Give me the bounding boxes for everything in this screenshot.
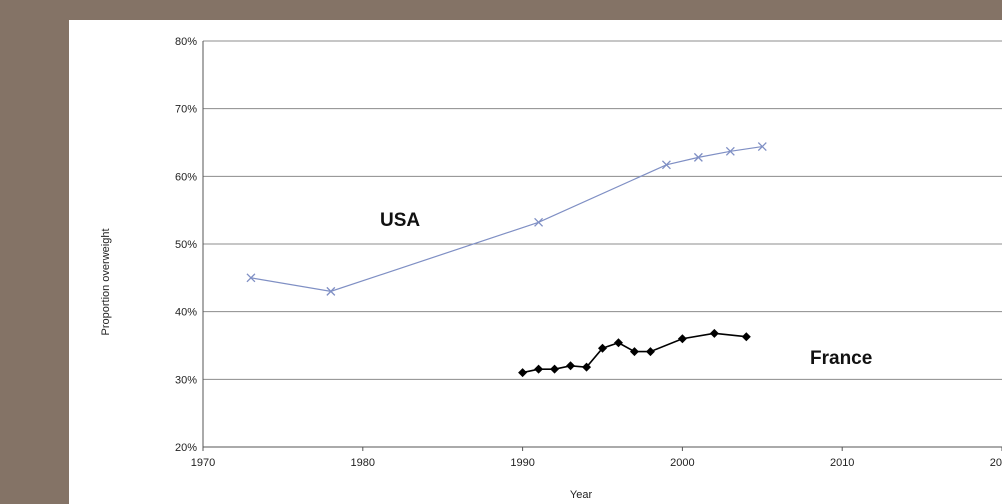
x-tick-label: 2010 xyxy=(830,457,854,469)
data-point-usa xyxy=(725,146,735,156)
data-point-france xyxy=(534,364,544,374)
data-point-usa xyxy=(661,160,671,170)
series-line-usa xyxy=(250,145,763,292)
data-point-usa xyxy=(757,142,767,152)
y-tick-label: 20% xyxy=(175,442,197,454)
data-point-usa xyxy=(326,286,336,296)
data-point-france xyxy=(582,362,592,372)
y-tick-label: 50% xyxy=(175,239,197,251)
tick-labels: 20% 30% 40% 50% 60% 70% 80% 1970 1980 1990 2000 201… xyxy=(175,36,1002,469)
series-group xyxy=(246,142,767,378)
x-tick-label: 2020 xyxy=(990,457,1002,469)
data-point-france xyxy=(645,347,655,357)
x-tick-label: 1980 xyxy=(351,457,375,469)
y-tick-label: 30% xyxy=(175,374,197,386)
data-point-france xyxy=(566,361,576,371)
x-axis-title: Year xyxy=(570,489,593,501)
gridlines xyxy=(203,40,1002,380)
y-tick-label: 70% xyxy=(175,104,197,116)
data-point-france xyxy=(598,343,607,353)
data-point-france xyxy=(613,338,623,348)
y-axis-title: Proportion overweight xyxy=(100,228,112,335)
line-chart: 20% 30% 40% 50% 60% 70% 80% 1970 1980 1990 2000 201… xyxy=(100,36,1002,501)
data-point-usa xyxy=(246,273,256,283)
data-point-usa xyxy=(534,217,544,227)
y-tick-label: 40% xyxy=(175,307,197,319)
x-tick-label: 1970 xyxy=(191,457,215,469)
data-point-france xyxy=(709,328,719,338)
chart-panel: 20% 30% 40% 50% 60% 70% 80% 1970 1980 1990 2000 201… xyxy=(69,20,1002,504)
data-point-france xyxy=(550,364,560,374)
data-point-france xyxy=(741,332,751,342)
series-label-france: France xyxy=(810,348,872,369)
axes xyxy=(202,41,1002,451)
series-label-usa: USA xyxy=(380,210,420,231)
data-point-france xyxy=(518,368,528,378)
data-point-france xyxy=(629,347,639,357)
data-point-france xyxy=(677,334,687,344)
y-tick-label: 60% xyxy=(175,171,197,183)
y-tick-label: 80% xyxy=(175,36,197,48)
data-point-usa xyxy=(693,152,703,162)
x-tick-label: 2000 xyxy=(670,457,694,469)
x-tick-label: 1990 xyxy=(510,457,534,469)
